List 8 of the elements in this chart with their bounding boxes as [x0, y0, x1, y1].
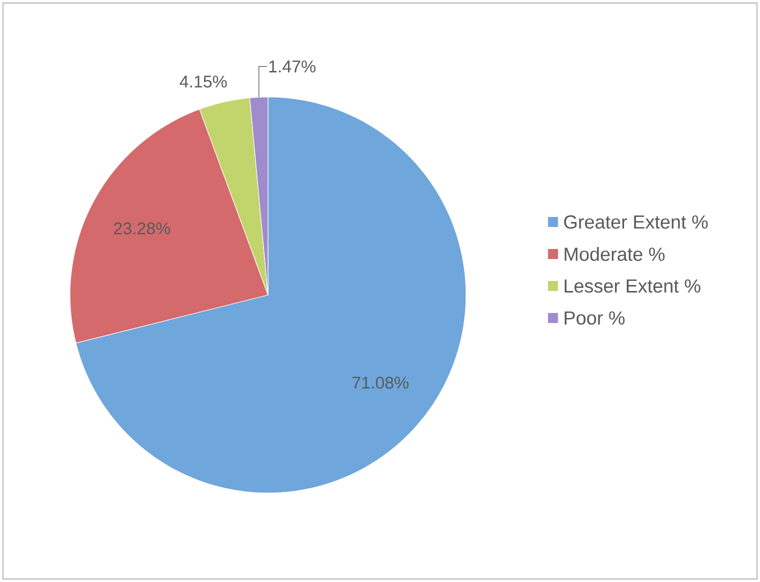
data-label: 23.28%: [114, 222, 170, 234]
data-label: 4.15%: [180, 76, 227, 88]
legend-label: Moderate %: [564, 247, 665, 261]
data-label: 71.08%: [352, 376, 408, 389]
legend-label: Greater Extent %: [564, 215, 708, 229]
legend-label: Poor %: [564, 311, 625, 325]
data-label: 1.47%: [269, 60, 316, 72]
legend-label: Lesser Extent %: [564, 279, 700, 293]
